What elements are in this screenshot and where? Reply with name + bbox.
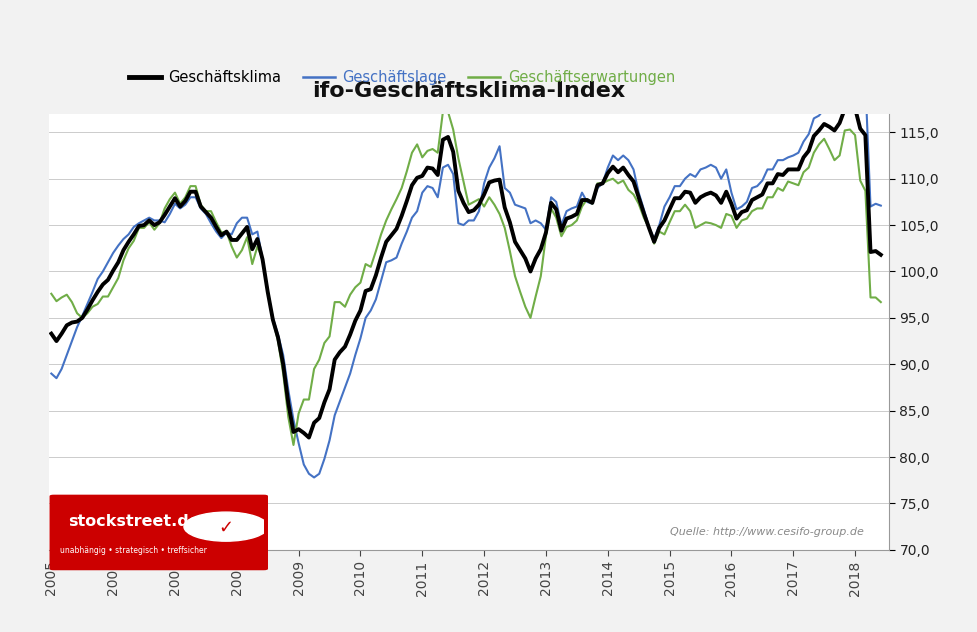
Text: ✓: ✓	[219, 519, 234, 537]
Text: Quelle: http://www.cesifo-group.de: Quelle: http://www.cesifo-group.de	[670, 526, 864, 537]
Title: ifo-Geschäftsklima-Index: ifo-Geschäftsklima-Index	[313, 81, 625, 101]
Legend: Geschäftsklima, Geschäftslage, Geschäftserwartungen: Geschäftsklima, Geschäftslage, Geschäfts…	[123, 64, 681, 91]
Text: stockstreet.de: stockstreet.de	[67, 514, 199, 529]
Text: unabhängig • strategisch • treffsicher: unabhängig • strategisch • treffsicher	[61, 546, 207, 555]
Circle shape	[184, 512, 268, 541]
FancyBboxPatch shape	[50, 495, 268, 570]
